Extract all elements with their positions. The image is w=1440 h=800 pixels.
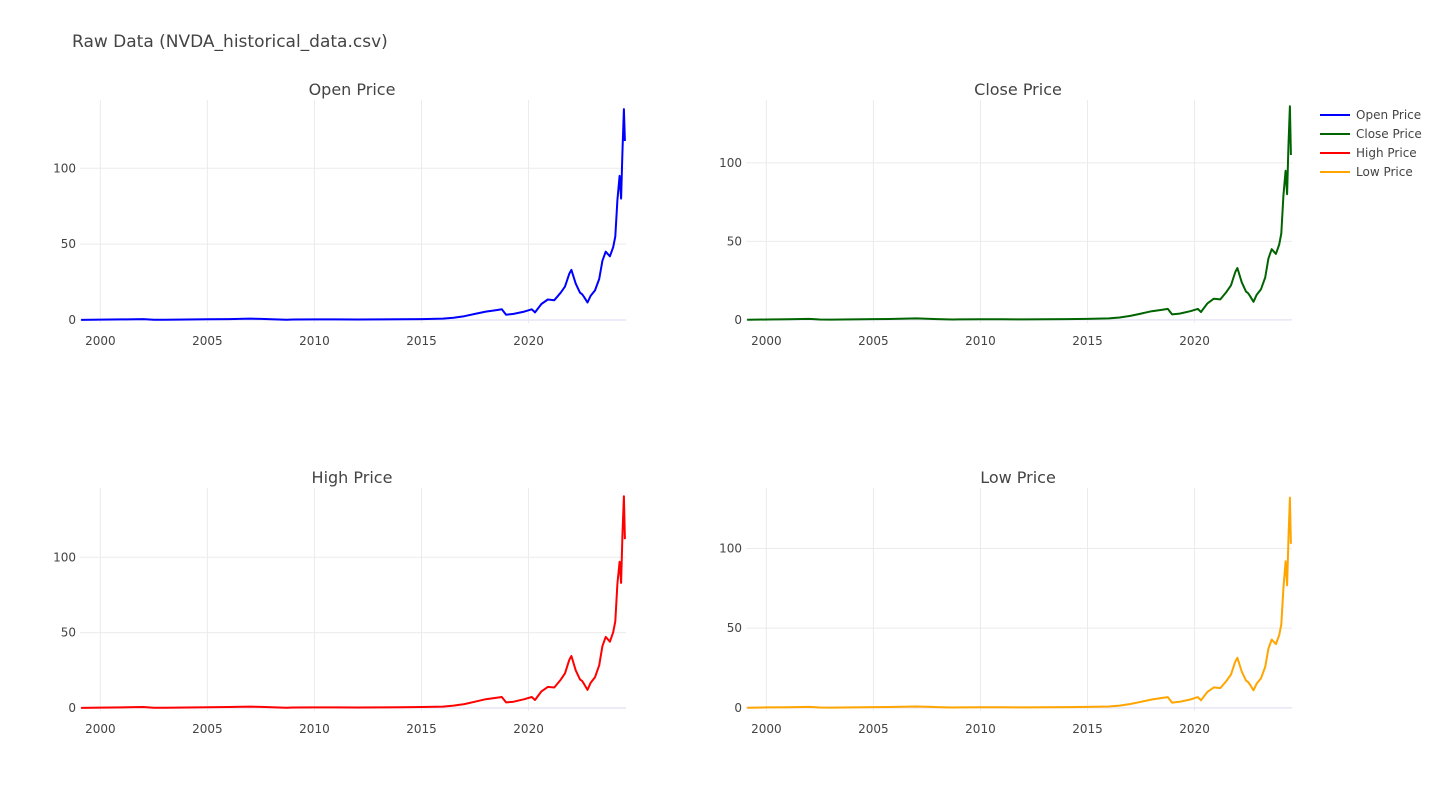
legend-label-high: High Price [1356, 145, 1417, 160]
legend-swatch-low [1320, 170, 1350, 173]
subplot-title-close: Close Price [974, 80, 1062, 99]
y-tick-label: 0 [734, 313, 742, 327]
series-line-close [747, 105, 1292, 321]
legend-item-open[interactable]: Open Price [1320, 105, 1422, 124]
y-tick-label: 100 [719, 542, 742, 556]
x-tick-label: 2010 [965, 722, 996, 736]
x-tick-label: 2010 [299, 334, 330, 348]
series-line-open [81, 108, 626, 321]
x-tick-label: 2020 [513, 722, 544, 736]
series-line-low [747, 496, 1292, 709]
y-tick-label: 100 [53, 550, 76, 564]
legend-item-low[interactable]: Low Price [1320, 162, 1422, 181]
y-tick-label: 0 [68, 313, 76, 327]
y-tick-label: 100 [719, 156, 742, 170]
y-tick-label: 0 [734, 701, 742, 715]
legend-swatch-close [1320, 132, 1350, 135]
subplot-title-low: Low Price [980, 468, 1056, 487]
subplot-high: 2000 2005 2010 2015 2020 0 50 100 High Price [53, 468, 626, 736]
legend-swatch-high [1320, 151, 1350, 154]
x-tick-label: 2005 [858, 722, 889, 736]
y-tick-label: 50 [61, 626, 76, 640]
legend-item-high[interactable]: High Price [1320, 143, 1422, 162]
legend: Open Price Close Price High Price Low Pr… [1320, 105, 1422, 181]
x-tick-label: 2000 [85, 722, 116, 736]
subplot-title-open: Open Price [309, 80, 396, 99]
x-tick-label: 2020 [513, 334, 544, 348]
x-tick-label: 2005 [192, 722, 223, 736]
y-tick-label: 50 [727, 234, 742, 248]
legend-label-low: Low Price [1356, 164, 1413, 179]
x-tick-label: 2020 [1179, 334, 1210, 348]
x-tick-label: 2005 [192, 334, 223, 348]
y-tick-label: 50 [727, 621, 742, 635]
x-tick-label: 2020 [1179, 722, 1210, 736]
x-tick-label: 2010 [965, 334, 996, 348]
x-tick-label: 2000 [751, 334, 782, 348]
legend-label-open: Open Price [1356, 107, 1422, 122]
subplot-low: 2000 2005 2010 2015 2020 0 50 100 Low Price [719, 468, 1292, 736]
subplot-open: 2000 2005 2010 2015 2020 0 50 100 Open Price [53, 80, 626, 348]
y-tick-label: 50 [61, 237, 76, 251]
x-tick-label: 2000 [751, 722, 782, 736]
subplot-title-high: High Price [312, 468, 393, 487]
figure-title: Raw Data (NVDA_historical_data.csv) [72, 32, 388, 52]
legend-item-close[interactable]: Close Price [1320, 124, 1422, 143]
subplot-close: 2000 2005 2010 2015 2020 0 50 100 Close Price [719, 80, 1292, 348]
x-tick-label: 2000 [85, 334, 116, 348]
legend-label-close: Close Price [1356, 126, 1422, 141]
x-tick-label: 2010 [299, 722, 330, 736]
series-line-high [81, 495, 626, 709]
x-tick-label: 2015 [406, 722, 437, 736]
x-tick-label: 2005 [858, 334, 889, 348]
x-tick-label: 2015 [406, 334, 437, 348]
y-tick-label: 0 [68, 701, 76, 715]
legend-swatch-open [1320, 113, 1350, 116]
x-tick-label: 2015 [1072, 722, 1103, 736]
x-tick-label: 2015 [1072, 334, 1103, 348]
y-tick-label: 100 [53, 161, 76, 175]
